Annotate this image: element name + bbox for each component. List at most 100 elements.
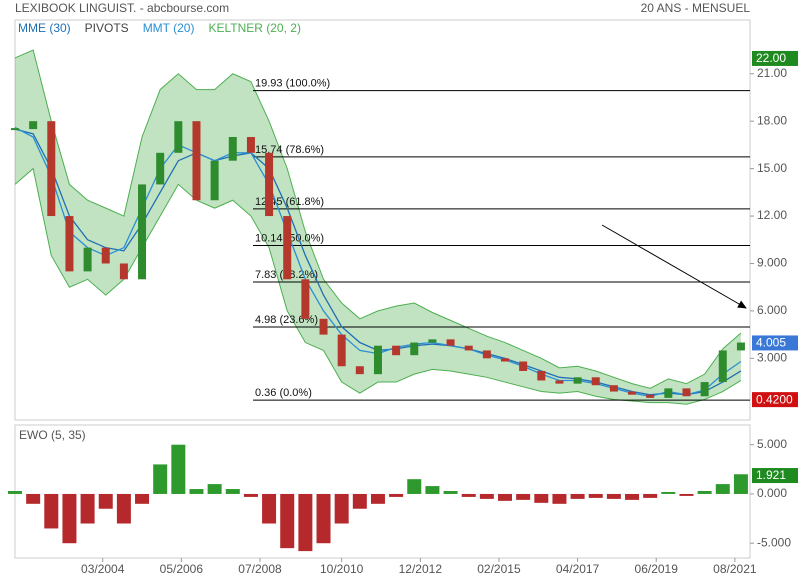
ewo-bar <box>498 493 512 501</box>
ewo-bar <box>262 493 277 524</box>
ewo-bar <box>552 493 567 504</box>
candle <box>718 350 727 383</box>
candle <box>501 358 509 362</box>
candle <box>246 136 255 153</box>
candle <box>192 121 201 201</box>
ewo-bar <box>679 493 694 496</box>
fib-label: 19.93 (100.0%) <box>255 78 330 90</box>
candle <box>138 184 147 280</box>
ewo-title: EWO (5, 35) <box>19 428 86 442</box>
y-tick-label: 21.00 <box>757 66 787 80</box>
candle <box>265 152 274 217</box>
candle <box>301 279 310 319</box>
candle <box>464 345 473 351</box>
ewo-bar <box>80 493 95 524</box>
ewo-bar <box>171 444 186 494</box>
legend-entry: MME (30) <box>18 21 71 35</box>
ewo-bar <box>44 493 59 529</box>
x-tick-label: 10/2010 <box>320 562 364 576</box>
ewo-bar <box>443 491 458 494</box>
ewo-bar <box>461 493 476 497</box>
x-tick-label: 03/2004 <box>81 562 125 576</box>
ewo-bar <box>389 493 404 497</box>
ewo-bar <box>697 491 712 494</box>
price-tag-label: 0.4200 <box>756 392 793 406</box>
candle <box>646 394 655 398</box>
y-tick-label: 0.000 <box>757 486 787 500</box>
ewo-bar <box>643 493 658 498</box>
ewo-bar <box>733 474 748 494</box>
y-tick-label: 5.000 <box>757 437 787 451</box>
ewo-bar <box>8 491 22 494</box>
candle <box>47 121 56 217</box>
candle <box>83 247 92 272</box>
ewo-bar <box>606 493 621 499</box>
ewo-bar <box>26 493 41 504</box>
legend-entry: PIVOTS <box>85 21 129 35</box>
ewo-bar <box>479 493 494 499</box>
price-tag-label: 22.00 <box>756 51 786 65</box>
ewo-bar <box>153 464 168 494</box>
ewo-bar <box>334 493 349 524</box>
keltner-upper <box>14 49 742 389</box>
candle <box>609 385 618 392</box>
candle <box>573 377 582 384</box>
price-tag-label: 4.005 <box>756 336 786 350</box>
candle <box>337 334 346 367</box>
ewo-panel <box>14 424 751 559</box>
ewo-bar <box>135 493 150 504</box>
candle <box>65 216 74 272</box>
candle <box>410 342 419 356</box>
candle <box>319 318 328 335</box>
ewo-bar <box>715 484 730 494</box>
chart-subtitle: 20 ANS - MENSUEL <box>641 1 751 15</box>
candle <box>537 370 546 381</box>
chart-title: LEXIBOOK LINGUIST. - abcbourse.com <box>15 1 229 15</box>
x-tick-label: 04/2017 <box>556 562 600 576</box>
candle <box>210 160 219 201</box>
candle <box>283 216 292 280</box>
candle <box>664 388 673 398</box>
ewo-bar <box>207 484 222 494</box>
ewo-bar <box>316 493 331 544</box>
candle <box>555 380 564 384</box>
x-tick-label: 06/2019 <box>635 562 679 576</box>
ewo-bar <box>116 493 131 524</box>
price-tag-label: 1.921 <box>756 468 786 482</box>
candle <box>591 377 600 386</box>
x-tick-label: 05/2006 <box>160 562 204 576</box>
x-tick-label: 12/2012 <box>399 562 443 576</box>
candle <box>373 345 382 375</box>
candle <box>355 366 364 375</box>
candle <box>29 121 38 130</box>
candle <box>119 263 128 280</box>
candle <box>519 361 528 371</box>
x-tick-label: 08/2021 <box>713 562 757 576</box>
y-tick-label: 6.000 <box>757 303 787 317</box>
ewo-bar <box>625 493 640 500</box>
candle <box>736 342 745 351</box>
price-tag <box>752 50 798 66</box>
candle <box>174 121 183 153</box>
y-tick-label: 9.000 <box>757 256 787 270</box>
price-tag <box>752 392 798 408</box>
ewo-bar <box>516 493 531 500</box>
candle <box>428 339 437 343</box>
ewo-bar <box>189 489 204 494</box>
candle <box>628 391 637 395</box>
y-tick-label: 18.00 <box>757 113 787 127</box>
ewo-bar <box>243 493 258 497</box>
ewo-bar <box>370 493 385 504</box>
y-tick-label: 15.00 <box>757 161 787 175</box>
ewo-bar <box>588 493 603 498</box>
price-panel <box>14 19 751 421</box>
ewo-bar <box>62 493 77 544</box>
y-tick-label: 3.000 <box>757 351 787 365</box>
candle <box>101 247 110 264</box>
y-tick-label: 12.00 <box>757 208 787 222</box>
legend-entry: KELTNER (20, 2) <box>208 21 300 35</box>
ewo-bar <box>534 493 549 503</box>
ewo-bar <box>280 493 295 549</box>
ewo-bar <box>98 493 113 509</box>
trend-arrow <box>601 224 747 309</box>
